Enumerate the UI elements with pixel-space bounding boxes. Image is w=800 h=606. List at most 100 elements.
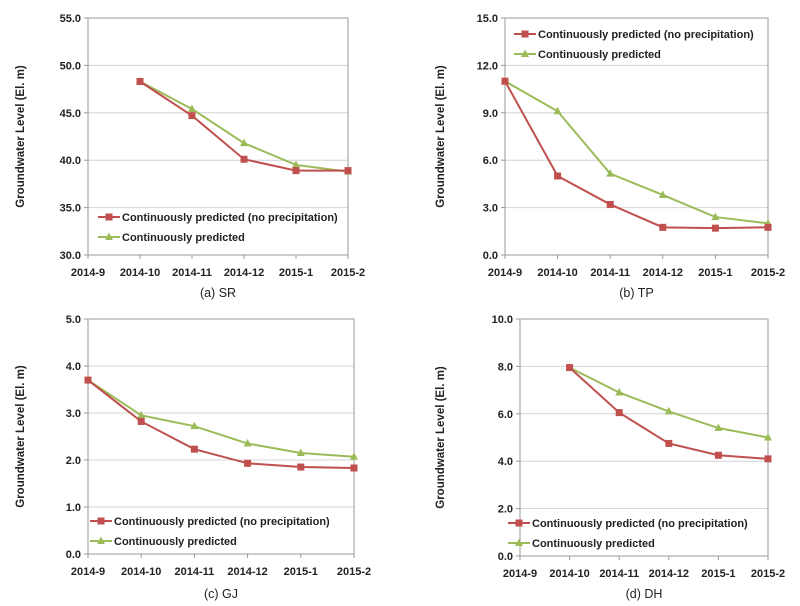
- chart-caption: (a) SR: [200, 286, 236, 300]
- data-point-triangle: [615, 387, 624, 396]
- data-point-square: [350, 464, 358, 472]
- legend-marker-square: [521, 30, 529, 38]
- legend-marker-triangle: [515, 538, 523, 546]
- data-point-square: [566, 364, 574, 372]
- legend-label: Continuously predicted (no precipitation…: [122, 212, 338, 224]
- y-tick-label: 4.0: [498, 456, 513, 468]
- y-axis-label: Groundwater Level (El. m): [435, 65, 447, 208]
- x-tick-label: 2014-9: [71, 566, 105, 578]
- chart-panel-1: 30.0 35.0 40.0 45.0 50.0 55.0 2014-9 2014-10 201…: [15, 13, 365, 300]
- x-tick-label: 2014-11: [172, 267, 212, 279]
- data-point-triangle: [350, 452, 358, 460]
- chart-caption: (c) GJ: [204, 587, 238, 601]
- y-tick-label: 3.0: [483, 203, 498, 215]
- legend-label: Continuously predicted (no precipitation…: [114, 516, 330, 528]
- y-tick-label: 8.0: [498, 361, 513, 373]
- x-tick-label: 2014-11: [590, 267, 630, 279]
- legend-marker-square: [97, 517, 105, 525]
- x-tick-label: 2015-2: [331, 267, 365, 279]
- x-tick-label: 2015-2: [337, 566, 371, 578]
- data-point-square: [764, 223, 772, 231]
- data-point-square: [137, 417, 145, 425]
- data-point-triangle: [714, 423, 723, 432]
- data-point-square: [292, 167, 300, 175]
- legend: Continuously predicted (no precipitation…: [514, 29, 754, 61]
- legend-marker-triangle: [97, 536, 105, 544]
- y-axis-label: Groundwater Level (El. m): [435, 366, 447, 509]
- y-tick-label: 35.0: [60, 203, 81, 215]
- x-tick-label: 2014-11: [175, 566, 215, 578]
- chart-panel-4: 0.0 2.0 4.0 6.0 8.0 10.0 2014-9 2014-10 2014-11 2…: [435, 314, 785, 601]
- x-tick-label: 2015-1: [279, 267, 313, 279]
- chart-caption: (b) TP: [619, 286, 654, 300]
- data-point-square: [84, 376, 92, 384]
- y-tick-label: 3.0: [66, 408, 81, 420]
- y-tick-label: 10.0: [492, 314, 513, 326]
- y-tick-label: 45.0: [60, 108, 81, 120]
- data-point-triangle: [764, 433, 772, 441]
- x-tick-label: 2014-10: [537, 267, 577, 279]
- y-tick-label: 0.0: [498, 551, 513, 563]
- y-tick-label: 0.0: [66, 549, 81, 561]
- x-tick-label: 2014-12: [224, 267, 264, 279]
- data-point-square: [240, 155, 248, 163]
- data-point-triangle: [137, 410, 146, 419]
- y-axis-label: Groundwater Level (El. m): [15, 65, 27, 208]
- plot-area: [87, 17, 349, 256]
- x-tick-label: 2014-9: [503, 568, 537, 580]
- data-point-square: [188, 112, 196, 120]
- y-axis-label: Groundwater Level (El. m): [15, 365, 27, 508]
- y-tick-label: 50.0: [60, 60, 81, 72]
- y-tick-label: 2.0: [66, 455, 81, 467]
- data-point-triangle: [243, 439, 252, 447]
- y-tick-label: 9.0: [483, 108, 498, 120]
- y-tick-label: 6.0: [483, 155, 498, 167]
- series-line-predicted: [87, 379, 355, 458]
- legend: Continuously predicted (no precipitation…: [98, 212, 338, 244]
- chart-panel-2: 0.0 3.0 6.0 9.0 12.0 15.0 2014-9 2014-10 2014-11…: [435, 13, 785, 300]
- data-point-triangle: [296, 448, 305, 456]
- data-point-square: [501, 77, 509, 85]
- x-tick-label: 2015-1: [701, 568, 735, 580]
- y-tick-label: 15.0: [477, 13, 498, 25]
- y-tick-label: 12.0: [477, 60, 498, 72]
- data-point-triangle: [658, 190, 667, 198]
- series-line-no-precipitation: [87, 379, 355, 469]
- y-tick-label: 5.0: [66, 314, 81, 326]
- legend-label: Continuously predicted (no precipitation…: [538, 29, 754, 41]
- x-tick-label: 2014-11: [599, 568, 639, 580]
- data-point-triangle: [240, 138, 248, 147]
- data-point-square: [344, 167, 352, 175]
- data-point-square: [615, 409, 623, 417]
- data-point-square: [665, 439, 673, 447]
- y-tick-label: 4.0: [66, 361, 81, 373]
- data-point-square: [136, 78, 144, 86]
- data-point-triangle: [711, 212, 720, 221]
- plot-area: [504, 17, 769, 256]
- x-tick-label: 2014-10: [121, 566, 161, 578]
- legend-label: Continuously predicted (no precipitation…: [532, 518, 748, 530]
- legend: Continuously predicted (no precipitation…: [90, 516, 330, 548]
- legend-marker-triangle: [521, 49, 529, 57]
- legend-label: Continuously predicted: [532, 538, 655, 550]
- data-point-square: [606, 200, 614, 208]
- x-tick-label: 2014-12: [649, 568, 689, 580]
- series-line-no-precipitation: [504, 80, 769, 230]
- data-point-square: [711, 224, 719, 232]
- data-point-triangle: [188, 104, 196, 113]
- legend-label: Continuously predicted: [114, 536, 237, 548]
- plot-area: [87, 318, 355, 555]
- series-line-predicted: [504, 80, 769, 225]
- x-tick-label: 2014-12: [227, 566, 267, 578]
- x-tick-label: 2014-9: [488, 267, 522, 279]
- data-point-triangle: [553, 106, 562, 115]
- x-tick-label: 2014-12: [643, 267, 683, 279]
- legend-marker-square: [105, 213, 113, 221]
- x-tick-label: 2014-9: [71, 267, 105, 279]
- data-point-triangle: [664, 406, 673, 415]
- y-tick-label: 0.0: [483, 250, 498, 262]
- legend-marker-square: [515, 519, 523, 527]
- x-tick-label: 2014-10: [120, 267, 160, 279]
- y-tick-label: 2.0: [498, 504, 513, 516]
- x-tick-label: 2015-1: [698, 267, 732, 279]
